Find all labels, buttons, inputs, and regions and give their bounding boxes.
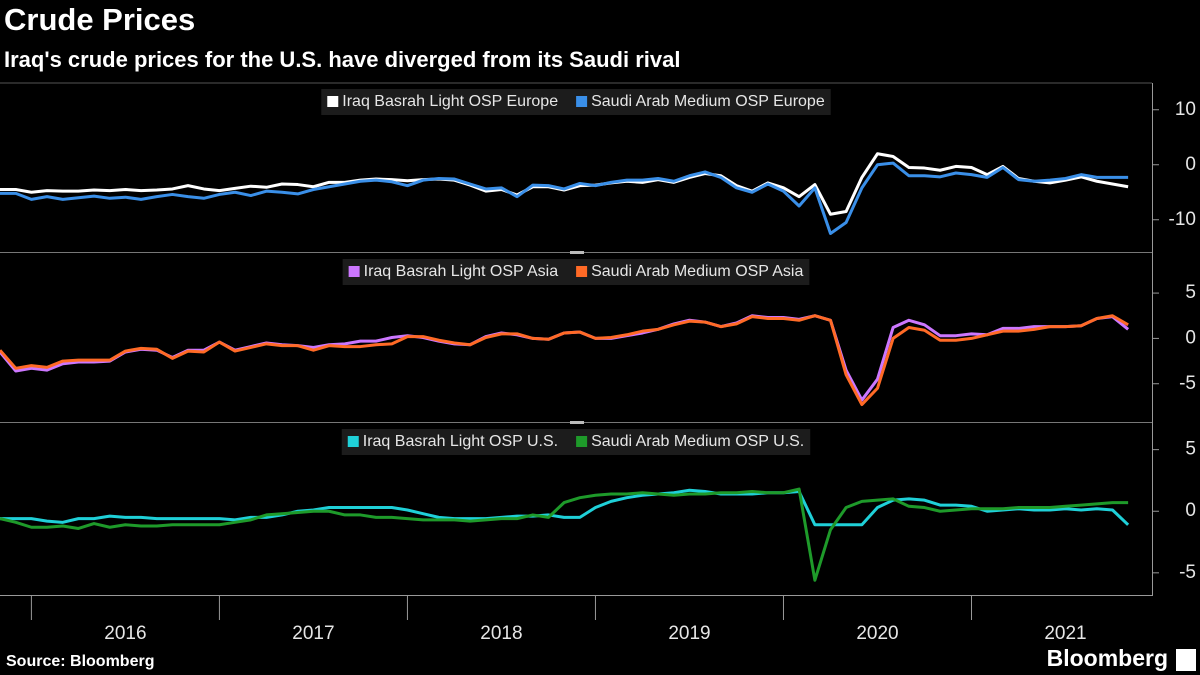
source-note: Source: Bloomberg bbox=[6, 653, 154, 670]
legend-swatch bbox=[327, 96, 339, 107]
x-tick-label: 2019 bbox=[668, 623, 710, 644]
legend-label: Iraq Basrah Light OSP Asia bbox=[364, 263, 559, 280]
legend-label: Saudi Arab Medium OSP Asia bbox=[591, 263, 803, 280]
legend-label: Iraq Basrah Light OSP U.S. bbox=[363, 433, 558, 450]
x-tick-label: 2016 bbox=[104, 623, 146, 644]
y-tick-label: 10 bbox=[1175, 99, 1196, 120]
series-line bbox=[0, 487, 1129, 582]
legend-background bbox=[341, 429, 811, 455]
chart-title: Crude Prices bbox=[4, 2, 195, 37]
chart-subtitle: Iraq's crude prices for the U.S. have di… bbox=[4, 47, 680, 72]
series-line bbox=[0, 161, 1129, 235]
y-tick-label: -10 bbox=[1169, 209, 1196, 230]
y-tick-label: 0 bbox=[1185, 500, 1196, 521]
legend: Iraq Basrah Light OSP U.S. Saudi Arab Med… bbox=[341, 429, 811, 455]
y-tick-label: 0 bbox=[1185, 154, 1196, 175]
x-tick-label: 2021 bbox=[1044, 623, 1086, 644]
y-tick-label: -5 bbox=[1179, 562, 1196, 583]
legend-swatch bbox=[576, 436, 588, 447]
legend-swatch bbox=[576, 266, 588, 277]
legend-label: Saudi Arab Medium OSP Europe bbox=[591, 93, 825, 110]
legend-label: Saudi Arab Medium OSP U.S. bbox=[591, 433, 804, 450]
x-tick-label: 2018 bbox=[480, 623, 522, 644]
legend-swatch bbox=[347, 436, 359, 447]
brand-icon bbox=[1176, 649, 1196, 671]
legend-label: Iraq Basrah Light OSP Europe bbox=[342, 93, 558, 110]
legend-swatch bbox=[348, 266, 360, 277]
legend-swatch bbox=[576, 96, 588, 107]
legend: Iraq Basrah Light OSP Europe Saudi Arab M… bbox=[321, 89, 831, 115]
x-tick-label: 2020 bbox=[856, 623, 898, 644]
series-line bbox=[0, 314, 1129, 407]
y-tick-label: 0 bbox=[1185, 327, 1196, 348]
y-tick-label: -5 bbox=[1179, 373, 1196, 394]
y-tick-label: 5 bbox=[1185, 439, 1196, 460]
brand-logo: Bloomberg bbox=[1047, 645, 1168, 671]
legend: Iraq Basrah Light OSP Asia Saudi Arab Med… bbox=[342, 259, 810, 285]
y-tick-label: 5 bbox=[1185, 282, 1196, 303]
x-tick-label: 2017 bbox=[292, 623, 334, 644]
legend-background bbox=[342, 259, 810, 285]
legend-background bbox=[321, 89, 831, 115]
series-line bbox=[0, 488, 1130, 527]
